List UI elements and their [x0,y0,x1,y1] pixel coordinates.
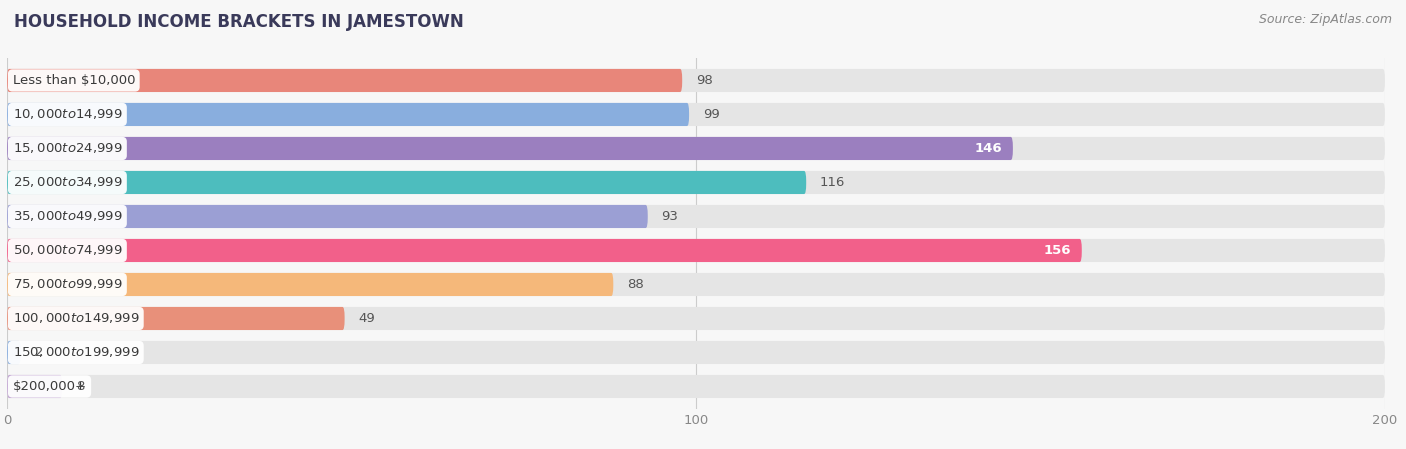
Text: 146: 146 [974,142,1002,155]
FancyBboxPatch shape [7,69,1385,92]
Text: $100,000 to $149,999: $100,000 to $149,999 [13,312,139,326]
Text: $25,000 to $34,999: $25,000 to $34,999 [13,176,122,189]
FancyBboxPatch shape [7,103,689,126]
Text: $10,000 to $14,999: $10,000 to $14,999 [13,107,122,122]
Text: 2: 2 [35,346,44,359]
Text: $200,000+: $200,000+ [13,380,87,393]
Text: 49: 49 [359,312,375,325]
FancyBboxPatch shape [7,69,682,92]
Text: 98: 98 [696,74,713,87]
FancyBboxPatch shape [7,375,62,398]
FancyBboxPatch shape [7,171,1385,194]
Text: $150,000 to $199,999: $150,000 to $199,999 [13,345,139,360]
Text: Less than $10,000: Less than $10,000 [13,74,135,87]
Text: 99: 99 [703,108,720,121]
FancyBboxPatch shape [7,205,648,228]
FancyBboxPatch shape [7,341,1385,364]
FancyBboxPatch shape [7,375,1385,398]
Text: 156: 156 [1043,244,1071,257]
Text: $75,000 to $99,999: $75,000 to $99,999 [13,277,122,291]
Text: Source: ZipAtlas.com: Source: ZipAtlas.com [1258,13,1392,26]
Text: $15,000 to $24,999: $15,000 to $24,999 [13,141,122,155]
FancyBboxPatch shape [7,171,806,194]
Text: 116: 116 [820,176,845,189]
Text: 8: 8 [76,380,84,393]
FancyBboxPatch shape [7,341,21,364]
FancyBboxPatch shape [7,205,1385,228]
Text: HOUSEHOLD INCOME BRACKETS IN JAMESTOWN: HOUSEHOLD INCOME BRACKETS IN JAMESTOWN [14,13,464,31]
FancyBboxPatch shape [7,239,1081,262]
FancyBboxPatch shape [7,307,344,330]
FancyBboxPatch shape [7,137,1012,160]
Text: $50,000 to $74,999: $50,000 to $74,999 [13,243,122,257]
FancyBboxPatch shape [7,137,1385,160]
FancyBboxPatch shape [7,239,1385,262]
Text: 88: 88 [627,278,644,291]
FancyBboxPatch shape [7,273,613,296]
FancyBboxPatch shape [7,307,1385,330]
FancyBboxPatch shape [7,273,1385,296]
Text: $35,000 to $49,999: $35,000 to $49,999 [13,210,122,224]
FancyBboxPatch shape [7,103,1385,126]
Text: 93: 93 [662,210,679,223]
